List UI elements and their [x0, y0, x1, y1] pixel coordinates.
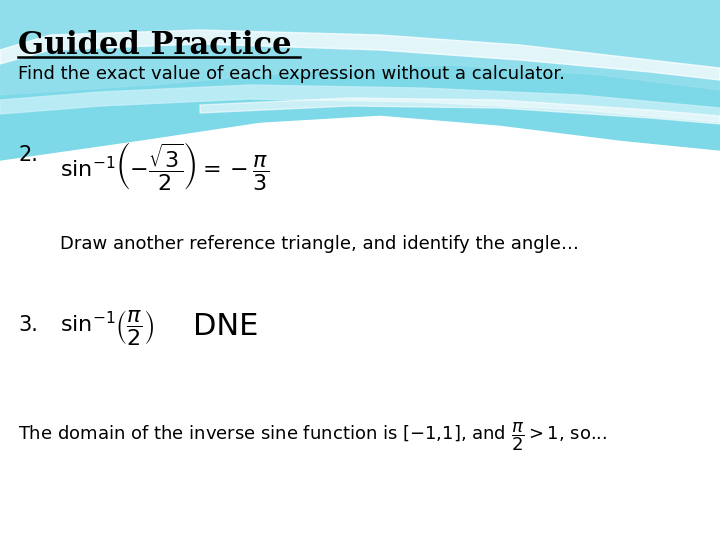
Polygon shape: [200, 98, 720, 124]
Polygon shape: [0, 0, 720, 160]
Text: $\sin^{-1}\!\left(\dfrac{\pi}{2}\right)$: $\sin^{-1}\!\left(\dfrac{\pi}{2}\right)$: [60, 308, 154, 347]
Polygon shape: [0, 0, 720, 95]
Text: 3.: 3.: [18, 315, 38, 335]
Text: DNE: DNE: [193, 312, 258, 341]
Polygon shape: [0, 85, 720, 122]
Polygon shape: [0, 30, 720, 80]
Text: The domain of the inverse sine function is [$-$1,1], and $\dfrac{\pi}{2}>1$, so.: The domain of the inverse sine function …: [18, 420, 608, 453]
Text: Draw another reference triangle, and identify the angle…: Draw another reference triangle, and ide…: [60, 235, 579, 253]
Text: 2.: 2.: [18, 145, 38, 165]
Text: Find the exact value of each expression without a calculator.: Find the exact value of each expression …: [18, 65, 565, 83]
Text: Guided Practice: Guided Practice: [18, 30, 292, 61]
Text: $\sin^{-1}\!\left(-\dfrac{\sqrt{3}}{2}\right) = -\dfrac{\pi}{3}$: $\sin^{-1}\!\left(-\dfrac{\sqrt{3}}{2}\r…: [60, 140, 269, 192]
